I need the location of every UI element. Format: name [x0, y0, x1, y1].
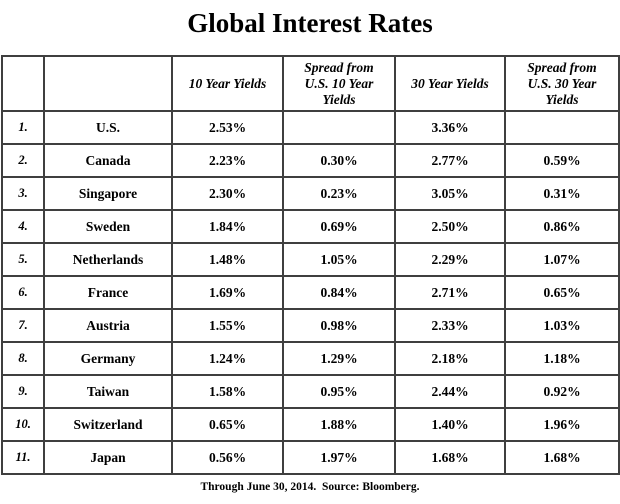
- yield-30yr-cell: 3.05%: [394, 176, 506, 211]
- table-row: 1. U.S. 2.53% 3.36%: [1, 110, 620, 145]
- column-header-30yr-yields: 30 Year Yields: [394, 55, 506, 112]
- table-row: 6. France 1.69% 0.84% 2.71% 0.65%: [1, 275, 620, 310]
- yield-10yr-cell: 0.56%: [171, 440, 284, 475]
- yield-10yr-cell: 2.23%: [171, 143, 284, 178]
- column-header-label: Spread from U.S. 10 Year Yields: [304, 59, 374, 107]
- yield-10yr-cell: 1.55%: [171, 308, 284, 343]
- column-header-10yr-yields: 10 Year Yields: [171, 55, 284, 112]
- country-cell: Japan: [43, 440, 173, 475]
- country-cell: France: [43, 275, 173, 310]
- spread-30yr-cell: 1.07%: [504, 242, 620, 277]
- column-header-label: Spread from U.S. 30 Year Yields: [527, 59, 597, 107]
- country-cell: Germany: [43, 341, 173, 376]
- column-header-label: 30 Year Yields: [411, 75, 489, 91]
- spread-30yr-cell: 0.65%: [504, 275, 620, 310]
- country-cell: Canada: [43, 143, 173, 178]
- spread-30yr-cell: 1.68%: [504, 440, 620, 475]
- yield-30yr-cell: 2.44%: [394, 374, 506, 409]
- country-cell: Singapore: [43, 176, 173, 211]
- spread-10yr-cell: 0.69%: [282, 209, 396, 244]
- spread-30yr-cell: 1.18%: [504, 341, 620, 376]
- interest-rates-table: 10 Year Yields Spread from U.S. 10 Year …: [1, 55, 620, 475]
- spread-30yr-cell: 1.03%: [504, 308, 620, 343]
- column-header-rank: [1, 55, 45, 112]
- country-cell: Austria: [43, 308, 173, 343]
- spread-30yr-cell: 0.59%: [504, 143, 620, 178]
- country-cell: Sweden: [43, 209, 173, 244]
- yield-30yr-cell: 2.18%: [394, 341, 506, 376]
- spread-30yr-cell: 0.86%: [504, 209, 620, 244]
- yield-10yr-cell: 1.84%: [171, 209, 284, 244]
- spread-10yr-cell: 0.23%: [282, 176, 396, 211]
- yield-30yr-cell: 2.50%: [394, 209, 506, 244]
- spread-30yr-cell: [504, 110, 620, 145]
- table-row: 9. Taiwan 1.58% 0.95% 2.44% 0.92%: [1, 374, 620, 409]
- country-cell: Netherlands: [43, 242, 173, 277]
- source-note: Through June 30, 2014. Source: Bloomberg…: [200, 481, 420, 493]
- row-number-cell: 8.: [1, 341, 45, 376]
- table-row: 10. Switzerland 0.65% 1.88% 1.40% 1.96%: [1, 407, 620, 442]
- column-header-label: 10 Year Yields: [188, 75, 267, 91]
- row-number-cell: 3.: [1, 176, 45, 211]
- row-number-cell: 10.: [1, 407, 45, 442]
- spread-10yr-cell: [282, 110, 396, 145]
- table-row: 11. Japan 0.56% 1.97% 1.68% 1.68%: [1, 440, 620, 475]
- yield-10yr-cell: 1.48%: [171, 242, 284, 277]
- yield-30yr-cell: 1.68%: [394, 440, 506, 475]
- table-row: 8. Germany 1.24% 1.29% 2.18% 1.18%: [1, 341, 620, 376]
- table-row: 3. Singapore 2.30% 0.23% 3.05% 0.31%: [1, 176, 620, 211]
- row-number-cell: 4.: [1, 209, 45, 244]
- yield-10yr-cell: 2.53%: [171, 110, 284, 145]
- table-body: 1. U.S. 2.53% 3.36% 2. Canada 2.23% 0.30% 2.77% 0…: [1, 110, 620, 475]
- spread-30yr-cell: 0.92%: [504, 374, 620, 409]
- yield-10yr-cell: 0.65%: [171, 407, 284, 442]
- spread-30yr-cell: 0.31%: [504, 176, 620, 211]
- yield-30yr-cell: 3.36%: [394, 110, 506, 145]
- table-row: 7. Austria 1.55% 0.98% 2.33% 1.03%: [1, 308, 620, 343]
- row-number-cell: 6.: [1, 275, 45, 310]
- column-header-country: [43, 55, 173, 112]
- country-cell: U.S.: [43, 110, 173, 145]
- table-row: 4. Sweden 1.84% 0.69% 2.50% 0.86%: [1, 209, 620, 244]
- yield-30yr-cell: 1.40%: [394, 407, 506, 442]
- yield-10yr-cell: 2.30%: [171, 176, 284, 211]
- row-number-cell: 9.: [1, 374, 45, 409]
- yield-30yr-cell: 2.71%: [394, 275, 506, 310]
- table-header: 10 Year Yields Spread from U.S. 10 Year …: [1, 55, 620, 112]
- spread-10yr-cell: 1.88%: [282, 407, 396, 442]
- yield-10yr-cell: 1.24%: [171, 341, 284, 376]
- table-row: 5. Netherlands 1.48% 1.05% 2.29% 1.07%: [1, 242, 620, 277]
- header-row: 10 Year Yields Spread from U.S. 10 Year …: [1, 55, 620, 112]
- spread-30yr-cell: 1.96%: [504, 407, 620, 442]
- spread-10yr-cell: 0.98%: [282, 308, 396, 343]
- row-number-cell: 7.: [1, 308, 45, 343]
- yield-10yr-cell: 1.58%: [171, 374, 284, 409]
- row-number-cell: 11.: [1, 440, 45, 475]
- page-title: Global Interest Rates: [187, 8, 433, 38]
- spread-10yr-cell: 0.95%: [282, 374, 396, 409]
- spread-10yr-cell: 1.05%: [282, 242, 396, 277]
- yield-10yr-cell: 1.69%: [171, 275, 284, 310]
- country-cell: Taiwan: [43, 374, 173, 409]
- country-cell: Switzerland: [43, 407, 173, 442]
- spread-10yr-cell: 1.29%: [282, 341, 396, 376]
- spread-10yr-cell: 1.97%: [282, 440, 396, 475]
- column-header-spread-30yr: Spread from U.S. 30 Year Yields: [504, 55, 620, 112]
- table-row: 2. Canada 2.23% 0.30% 2.77% 0.59%: [1, 143, 620, 178]
- row-number-cell: 1.: [1, 110, 45, 145]
- page: Global Interest Rates 10 Year Yields Spr…: [0, 6, 620, 493]
- row-number-cell: 2.: [1, 143, 45, 178]
- spread-10yr-cell: 0.84%: [282, 275, 396, 310]
- yield-30yr-cell: 2.33%: [394, 308, 506, 343]
- row-number-cell: 5.: [1, 242, 45, 277]
- column-header-spread-10yr: Spread from U.S. 10 Year Yields: [282, 55, 396, 112]
- yield-30yr-cell: 2.77%: [394, 143, 506, 178]
- yield-30yr-cell: 2.29%: [394, 242, 506, 277]
- spread-10yr-cell: 0.30%: [282, 143, 396, 178]
